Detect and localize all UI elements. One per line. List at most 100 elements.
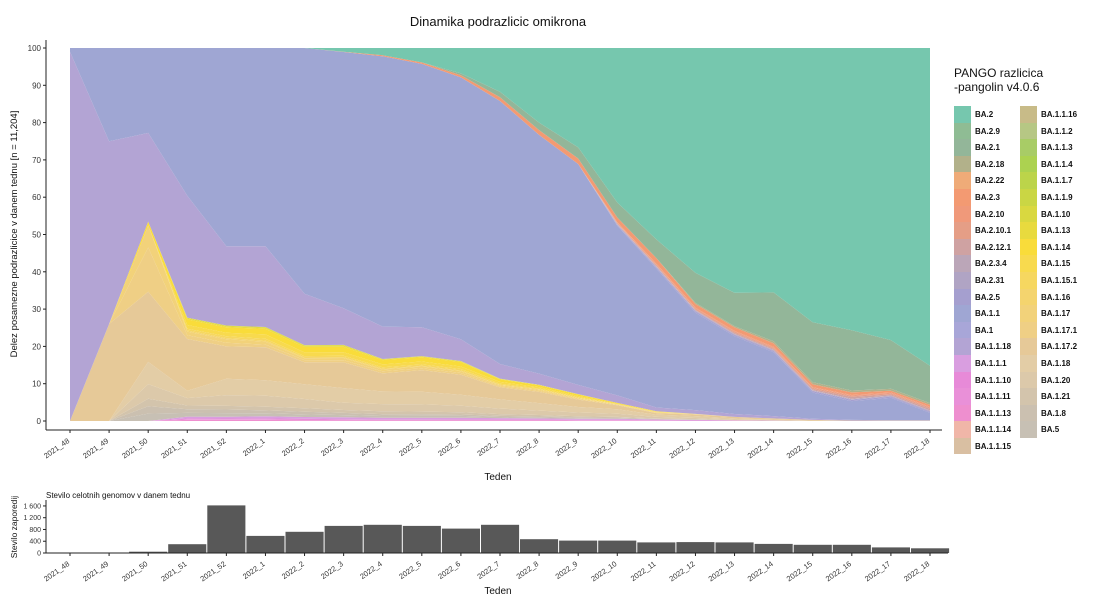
legend-swatch (954, 388, 971, 405)
legend-swatch (954, 421, 971, 438)
legend-swatch (954, 155, 971, 173)
bar-x-tick-label: 2022_15 (785, 559, 814, 583)
area-y-tick-label: 40 (32, 268, 41, 277)
bar-x-tick-label: 2022_1 (241, 559, 267, 581)
bar-x-tick-label: 2022_13 (707, 559, 736, 583)
legend-label: BA.1.20 (1041, 375, 1071, 385)
legend-label: BA.1.1 (975, 309, 1000, 319)
bar-2022_6 (441, 528, 480, 553)
area-chart: 0 10 20 30 40 50 60 70 80 90 100 2021_48 2021_49 2021… (28, 40, 942, 460)
area-series-ba-2-1 (70, 48, 930, 404)
legend-label: BA.1.1.13 (975, 408, 1012, 418)
area-y-tick-label: 0 (37, 417, 42, 426)
legend-swatch (1020, 106, 1037, 123)
bar-x-tick-label: 2022_9 (554, 559, 580, 581)
area-x-tick-label: 2022_13 (707, 436, 736, 460)
area-x-tick-label: 2022_7 (475, 436, 501, 458)
legend-swatch (954, 122, 971, 140)
legend-label: BA.1.1.7 (1041, 176, 1073, 186)
legend-swatch (954, 305, 971, 322)
legend-swatch (954, 404, 971, 422)
legend-swatch (1020, 222, 1037, 239)
legend-swatch (1020, 388, 1037, 405)
legend-title-line1: PANGO razlicica (954, 66, 1044, 80)
legend-label: BA.1.1.14 (975, 425, 1012, 435)
bar-2022_15 (793, 544, 832, 553)
legend-swatch (1020, 338, 1037, 355)
bar-2022_16 (832, 544, 871, 553)
legend-label: BA.2.10.1 (975, 226, 1012, 236)
area-x-tick-label: 2022_4 (358, 436, 384, 458)
area-series-ba-1-1-18 (70, 51, 930, 421)
bar-2022_13 (715, 542, 754, 553)
legend-swatch (1020, 188, 1037, 206)
legend-label: BA.1.16 (1041, 292, 1071, 302)
legend-label: BA.5 (1041, 425, 1060, 435)
area-x-tick-label: 2021_51 (159, 436, 188, 460)
legend-title: PANGO razlicica -pangolin v4.0.6 (954, 66, 1110, 94)
bar-x-tick-label: 2022_5 (397, 559, 423, 581)
legend-swatch (1020, 271, 1037, 289)
legend-title-line2: -pangolin v4.0.6 (954, 80, 1040, 94)
area-x-tick-label: 2022_9 (554, 436, 580, 458)
legend-label: BA.1.17 (1041, 309, 1071, 319)
legend-swatch (1020, 371, 1037, 389)
area-y-tick-label: 60 (32, 193, 41, 202)
area-x-tick-label: 2022_2 (280, 436, 306, 458)
legend-label: BA.2.31 (975, 275, 1005, 285)
area-x-tick-label: 2022_3 (319, 436, 345, 458)
bar-2022_2 (285, 531, 324, 553)
legend-label: BA.1.15.1 (1041, 275, 1078, 285)
legend-swatch (954, 354, 971, 372)
bar-chart: 0 400 800 1 200 1 600 2021_48 2021_49 2021_50 20… (23, 500, 950, 583)
legend-swatch (1020, 139, 1037, 156)
area-series-ba-1-14 (70, 221, 930, 421)
legend-label: BA.1.17.2 (1041, 342, 1078, 352)
legend-label: BA.1.14 (1041, 242, 1071, 252)
legend-label: BA.1.10 (1041, 209, 1071, 219)
bar-2022_10 (598, 540, 637, 553)
area-x-tick-label: 2022_15 (785, 436, 814, 460)
bar-chart-xlabel: Teden (484, 586, 511, 597)
area-y-tick-label: 50 (32, 231, 41, 240)
bar-2022_17 (871, 547, 910, 553)
legend-label: BA.1.17.1 (1041, 325, 1078, 335)
area-y-tick-label: 30 (32, 305, 41, 314)
legend-label: BA.1.8 (1041, 408, 1066, 418)
legend-swatch (954, 139, 971, 156)
area-x-tick-label: 2022_14 (746, 436, 775, 460)
area-chart-ylabel: Delez posamezne podrazlicice v danem ted… (9, 111, 20, 358)
area-series-ba-1-1-13 (70, 419, 930, 421)
area-y-tick-label: 100 (28, 44, 42, 53)
area-series-ba-1-8 (70, 406, 930, 421)
bar-2022_9 (559, 540, 598, 553)
bar-x-tick-label: 2022_18 (902, 559, 931, 583)
bar-2022_14 (754, 543, 793, 553)
bar-x-tick-label: 2021_48 (42, 559, 71, 583)
bar-2022_18 (911, 548, 950, 553)
area-x-tick-label: 2022_8 (515, 436, 541, 458)
legend-swatch (1020, 421, 1037, 438)
bar-y-tick-label: 800 (29, 527, 41, 534)
legend-label: BA.1.1.16 (1041, 110, 1078, 119)
legend-swatch (1020, 255, 1037, 272)
area-chart-title: Dinamika podrazlicic omikrona (410, 14, 587, 29)
area-layers (70, 48, 930, 421)
bar-2022_3 (324, 525, 363, 553)
legend-swatch (1020, 122, 1037, 140)
bar-x-tick-label: 2022_11 (629, 559, 658, 583)
bar-x-tick-label: 2022_7 (475, 559, 501, 581)
legend-swatch (1020, 354, 1037, 372)
legend-swatch (954, 321, 971, 339)
legend-label: BA.1.1.10 (975, 375, 1012, 385)
area-series-ba-1-1 (70, 48, 930, 421)
legend-label: BA.1.1.15 (975, 441, 1012, 451)
legend-label: BA.1.1.3 (1041, 143, 1073, 153)
legend-label: BA.1 (975, 325, 994, 335)
bar-2022_1 (246, 535, 285, 553)
legend-label: BA.1.1.2 (1041, 126, 1073, 136)
bar-x-tick-label: 2022_6 (436, 559, 462, 581)
legend-label: BA.1.1.4 (1041, 159, 1073, 169)
bar-x-tick-label: 2022_16 (824, 559, 853, 583)
